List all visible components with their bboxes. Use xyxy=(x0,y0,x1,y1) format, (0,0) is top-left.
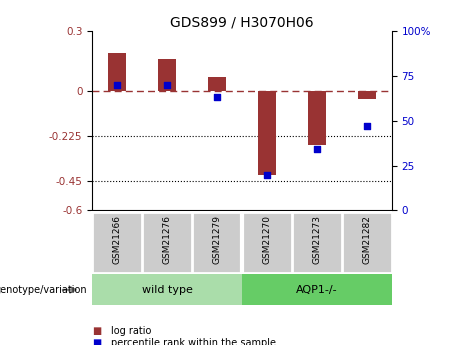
Text: genotype/variation: genotype/variation xyxy=(0,285,88,295)
Text: percentile rank within the sample: percentile rank within the sample xyxy=(111,338,276,345)
Bar xyxy=(108,53,126,91)
Title: GDS899 / H3070H06: GDS899 / H3070H06 xyxy=(170,16,314,30)
Text: ■: ■ xyxy=(92,338,101,345)
Text: ■: ■ xyxy=(92,326,101,336)
Text: GSM21282: GSM21282 xyxy=(362,215,372,264)
Point xyxy=(213,95,221,100)
Bar xyxy=(358,91,376,99)
Point xyxy=(363,124,371,129)
Point xyxy=(313,147,320,152)
Bar xyxy=(242,274,392,305)
Bar xyxy=(258,91,276,175)
Text: GSM21279: GSM21279 xyxy=(213,215,222,264)
Point xyxy=(163,82,171,88)
Bar xyxy=(308,91,325,145)
Text: GSM21270: GSM21270 xyxy=(262,215,272,264)
Text: log ratio: log ratio xyxy=(111,326,151,336)
Bar xyxy=(159,59,176,91)
Text: wild type: wild type xyxy=(142,285,193,295)
Point xyxy=(263,172,271,177)
Bar xyxy=(208,77,226,91)
Point xyxy=(113,82,121,88)
Text: GSM21273: GSM21273 xyxy=(313,215,321,264)
Bar xyxy=(92,274,242,305)
Text: AQP1-/-: AQP1-/- xyxy=(296,285,338,295)
Text: GSM21266: GSM21266 xyxy=(112,215,122,264)
Text: GSM21276: GSM21276 xyxy=(163,215,171,264)
